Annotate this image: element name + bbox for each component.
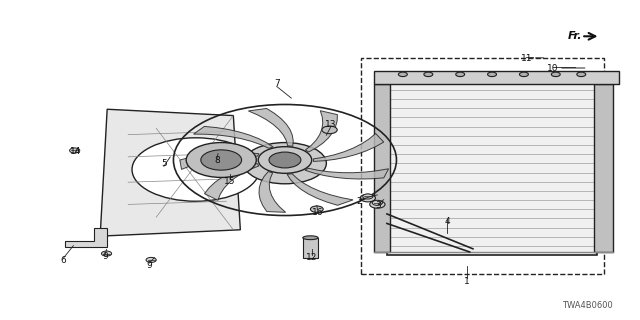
Circle shape bbox=[363, 194, 373, 199]
Text: 13: 13 bbox=[325, 120, 337, 129]
Circle shape bbox=[322, 126, 337, 134]
Text: Fr.: Fr. bbox=[568, 31, 582, 41]
Circle shape bbox=[146, 257, 156, 262]
Circle shape bbox=[551, 72, 560, 76]
Bar bbox=[387, 81, 597, 255]
Text: 1: 1 bbox=[464, 277, 469, 286]
Polygon shape bbox=[100, 109, 241, 236]
Polygon shape bbox=[180, 152, 259, 169]
Circle shape bbox=[370, 201, 385, 208]
Bar bbox=[362, 59, 604, 274]
Polygon shape bbox=[259, 172, 285, 212]
Circle shape bbox=[488, 72, 497, 76]
Bar bbox=[594, 84, 613, 252]
Circle shape bbox=[258, 147, 312, 173]
Polygon shape bbox=[248, 108, 293, 146]
Circle shape bbox=[310, 206, 323, 212]
Polygon shape bbox=[65, 228, 106, 247]
Circle shape bbox=[201, 150, 242, 170]
Text: 5: 5 bbox=[161, 159, 167, 168]
Text: 8: 8 bbox=[214, 156, 220, 165]
Text: 10: 10 bbox=[547, 64, 558, 73]
Circle shape bbox=[398, 72, 407, 76]
Polygon shape bbox=[305, 168, 388, 179]
Text: 2: 2 bbox=[356, 197, 362, 206]
Circle shape bbox=[360, 194, 376, 202]
Text: 3: 3 bbox=[376, 202, 381, 211]
Bar bbox=[374, 84, 390, 252]
Text: 11: 11 bbox=[521, 54, 532, 63]
Polygon shape bbox=[204, 164, 259, 200]
Circle shape bbox=[244, 142, 326, 184]
Polygon shape bbox=[193, 126, 273, 148]
Text: 6: 6 bbox=[60, 256, 66, 265]
Circle shape bbox=[520, 72, 529, 76]
Circle shape bbox=[70, 148, 80, 153]
Circle shape bbox=[101, 251, 111, 256]
Text: 12: 12 bbox=[306, 253, 317, 262]
Text: 7: 7 bbox=[274, 79, 280, 88]
Text: 4: 4 bbox=[445, 217, 451, 226]
Text: 9: 9 bbox=[147, 261, 152, 270]
Polygon shape bbox=[305, 111, 337, 152]
Circle shape bbox=[456, 72, 465, 76]
Polygon shape bbox=[314, 133, 384, 161]
Text: 14: 14 bbox=[70, 147, 81, 156]
Circle shape bbox=[577, 72, 586, 76]
Circle shape bbox=[269, 152, 301, 168]
Circle shape bbox=[424, 72, 433, 76]
Text: 16: 16 bbox=[312, 208, 323, 217]
Bar bbox=[303, 238, 318, 258]
Polygon shape bbox=[287, 174, 353, 205]
Text: 15: 15 bbox=[224, 177, 236, 186]
Bar bbox=[374, 71, 620, 84]
Text: 9: 9 bbox=[102, 252, 108, 261]
Text: TWA4B0600: TWA4B0600 bbox=[563, 301, 613, 310]
Circle shape bbox=[186, 142, 256, 178]
Ellipse shape bbox=[303, 236, 318, 240]
Circle shape bbox=[132, 138, 259, 201]
Circle shape bbox=[372, 200, 383, 205]
